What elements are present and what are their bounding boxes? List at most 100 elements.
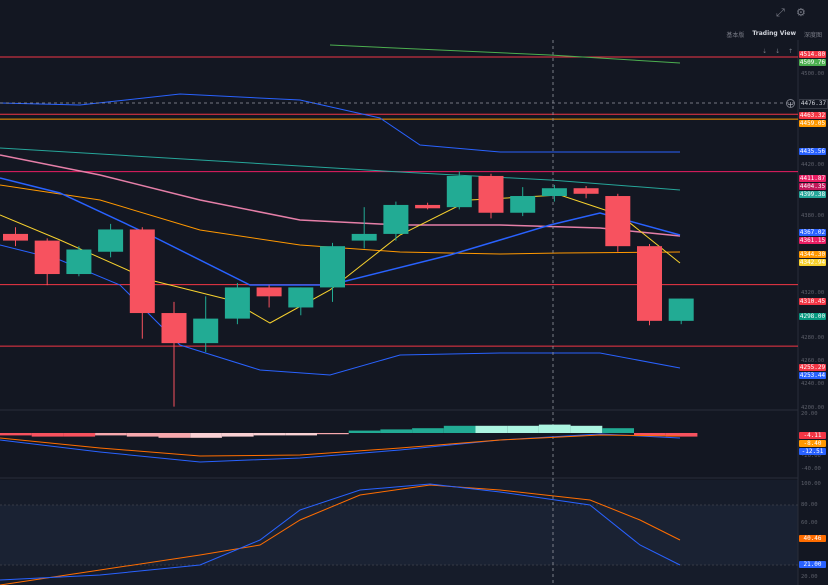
ma-line-yellow xyxy=(0,194,681,324)
price-label-yellow-ma: 4342.94 xyxy=(799,259,826,266)
macd-histogram-bar xyxy=(538,424,571,433)
rsi-label-orange: 40.46 xyxy=(799,535,826,542)
axis-tick-price: 4260.00 xyxy=(801,358,825,364)
tab-trading-view[interactable]: Trading View xyxy=(752,30,796,37)
price-label-magenta-line: 4411.87 xyxy=(799,175,826,182)
macd-line xyxy=(0,433,681,463)
macd-label-signal: -8.40 xyxy=(799,440,826,447)
price-label-red-line-3: 4310.45 xyxy=(799,298,826,305)
macd-histogram-bar xyxy=(317,433,349,435)
rsi-label-blue: 21.00 xyxy=(799,561,826,568)
macd-histogram-bar xyxy=(221,433,254,437)
axis-tick-rsi: 60.00 xyxy=(801,520,818,526)
candle-body[interactable] xyxy=(161,313,187,344)
candle-body[interactable] xyxy=(668,298,694,321)
candle-body[interactable] xyxy=(320,246,345,288)
price-label-blue-band: 4435.56 xyxy=(799,148,826,155)
scale-up-icon[interactable]: ↑ xyxy=(788,48,794,55)
macd-histogram-bar xyxy=(158,433,191,438)
candle-body[interactable] xyxy=(256,287,282,297)
macd-histogram-bar xyxy=(31,433,64,437)
price-label-blue-ma: 4367.02 xyxy=(799,229,826,236)
ma-line-green xyxy=(329,44,681,64)
macd-histogram-bar xyxy=(665,433,698,437)
price-label-red-line-4: 4255.29 xyxy=(799,364,826,371)
axis-tick-price: 4240.00 xyxy=(801,381,825,387)
axis-tick-rsi: 20.00 xyxy=(801,574,818,580)
axis-tick-macd: 20.00 xyxy=(801,411,818,417)
candle-body[interactable] xyxy=(605,196,631,247)
candle-body[interactable] xyxy=(129,229,155,314)
axis-tick-macd: -40.00 xyxy=(801,466,821,472)
price-label-upper-red: 4514.80 xyxy=(799,51,826,58)
candle-body[interactable] xyxy=(637,246,662,321)
macd-histogram-bar xyxy=(253,433,286,436)
macd-histogram-bar xyxy=(0,433,32,436)
macd-histogram-bar xyxy=(475,425,508,433)
ma-line-pink xyxy=(0,154,681,237)
ma-line-orange xyxy=(0,184,681,255)
macd-histogram-bar xyxy=(380,429,413,433)
candle-body[interactable] xyxy=(415,204,441,209)
candle-body[interactable] xyxy=(193,318,219,344)
price-label-last-price: 4298.00 xyxy=(799,313,826,320)
macd-histogram-bar xyxy=(190,433,222,438)
price-label-teal-ma: 4399.38 xyxy=(799,191,826,198)
axis-tick-macd: -20.00 xyxy=(801,453,821,459)
tab-depth[interactable]: 深度图 xyxy=(803,32,822,39)
axis-tick-price: 4380.00 xyxy=(801,213,825,219)
price-label-red-line-2: 4463.32 xyxy=(799,112,826,119)
scale-down-arrow-icon[interactable]: ↓ xyxy=(775,48,781,55)
axis-tick-price: 4280.00 xyxy=(801,335,825,341)
macd-histogram-bar xyxy=(570,425,603,433)
tab-basic[interactable]: 基本版 xyxy=(726,32,745,39)
candle-body[interactable] xyxy=(3,233,28,241)
axis-tick-price: 4420.00 xyxy=(801,162,825,168)
macd-histogram-bar xyxy=(126,433,159,437)
price-label-orange-ma: 4344.30 xyxy=(799,251,826,258)
macd-signal-line xyxy=(0,434,681,457)
chart-toolbar: ⤢ ⚙ xyxy=(0,0,828,28)
candle-body[interactable] xyxy=(573,188,599,194)
macd-histogram-bar xyxy=(443,425,476,433)
macd-histogram-bar xyxy=(63,433,96,437)
macd-histogram-bar xyxy=(602,428,634,433)
candle-body[interactable] xyxy=(351,233,377,241)
macd-histogram-bar xyxy=(285,433,317,436)
price-label-green-ma: 4509.76 xyxy=(799,59,826,66)
view-tabs: 基本版 Trading View 深度图 xyxy=(726,30,822,39)
price-label-pink-ma-2: 4361.15 xyxy=(799,237,826,244)
gear-icon[interactable]: ⚙ xyxy=(796,6,806,19)
candle-body[interactable] xyxy=(541,188,567,197)
candle-body[interactable] xyxy=(510,196,536,213)
macd-label-macd: -12.51 xyxy=(799,448,826,455)
price-label-pink-ma: 4404.35 xyxy=(799,183,826,190)
expand-icon[interactable]: ⤢ xyxy=(776,6,785,19)
candle-body[interactable] xyxy=(288,287,314,308)
candle-body[interactable] xyxy=(34,240,60,275)
macd-histogram-bar xyxy=(507,425,539,433)
add-alert-icon[interactable]: + xyxy=(786,99,795,109)
candle-body[interactable] xyxy=(98,229,124,252)
macd-histogram-bar xyxy=(412,428,444,433)
candle-body[interactable] xyxy=(66,249,92,275)
rsi-band-bg xyxy=(0,505,798,565)
rsi-line-blue xyxy=(0,483,681,581)
macd-histogram-bar xyxy=(634,433,666,436)
price-label-orange-line: 4459.05 xyxy=(799,120,826,127)
crosshair-price-label: 4476.37 xyxy=(799,99,828,109)
scale-down-icon[interactable]: ⇣ xyxy=(762,48,768,55)
rsi-line-orange xyxy=(0,484,681,585)
macd-label-hist: -4.11 xyxy=(799,432,826,439)
axis-tick-price: 4200.00 xyxy=(801,405,825,411)
candle-body[interactable] xyxy=(478,175,504,213)
candle-body[interactable] xyxy=(224,287,250,319)
axis-tick-rsi: 80.00 xyxy=(801,502,818,508)
price-label-lower-band: 4253.44 xyxy=(799,372,826,379)
macd-histogram-bar xyxy=(348,430,381,433)
candle-body[interactable] xyxy=(446,175,472,208)
candle-body[interactable] xyxy=(383,204,409,234)
bollinger-upper-line xyxy=(0,93,680,153)
